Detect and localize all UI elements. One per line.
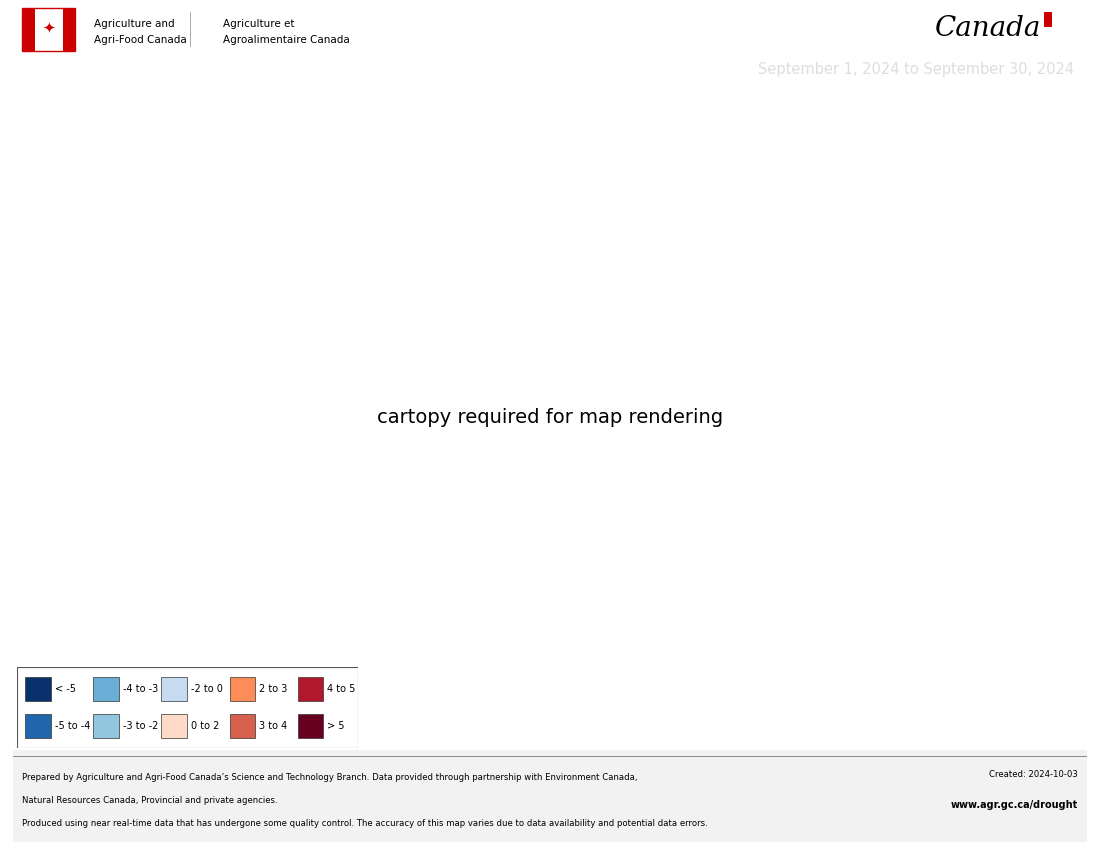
Text: 0 to 2: 0 to 2: [191, 721, 220, 731]
Text: ✦: ✦: [1053, 19, 1058, 25]
Text: Agri-Food Canada: Agri-Food Canada: [94, 35, 187, 45]
Bar: [25, 714, 51, 739]
Text: Produced using near real-time data that has undergone some quality control. The : Produced using near real-time data that …: [22, 819, 707, 828]
Text: Created: 2024-10-03: Created: 2024-10-03: [990, 770, 1078, 779]
Bar: [22, 8, 35, 51]
Text: Natural Resources Canada, Provincial and private agencies.: Natural Resources Canada, Provincial and…: [22, 796, 277, 805]
Bar: [298, 677, 323, 701]
Text: -2 to 0: -2 to 0: [191, 684, 223, 694]
Text: cartopy required for map rendering: cartopy required for map rendering: [377, 408, 723, 427]
Text: -3 to -2: -3 to -2: [123, 721, 158, 731]
Text: Mean Temperature Difference From Normal: Mean Temperature Difference From Normal: [26, 60, 570, 79]
Bar: [22, 8, 76, 51]
Text: Agroalimentaire Canada: Agroalimentaire Canada: [222, 35, 350, 45]
Text: Agriculture et: Agriculture et: [222, 19, 294, 29]
Text: ✦: ✦: [42, 21, 55, 36]
Text: < -5: < -5: [55, 684, 76, 694]
Bar: [230, 677, 255, 701]
Bar: [1044, 13, 1053, 27]
Text: September 1, 2024 to September 30, 2024: September 1, 2024 to September 30, 2024: [758, 62, 1074, 76]
Text: -4 to -3: -4 to -3: [123, 684, 158, 694]
Bar: [63, 8, 76, 51]
Text: Prepared by Agriculture and Agri-Food Canada’s Science and Technology Branch. Da: Prepared by Agriculture and Agri-Food Ca…: [22, 773, 637, 782]
Bar: [162, 677, 187, 701]
Text: www.agr.gc.ca/drought: www.agr.gc.ca/drought: [952, 800, 1078, 810]
Text: 3 to 4: 3 to 4: [260, 721, 287, 731]
Text: -5 to -4: -5 to -4: [55, 721, 90, 731]
Bar: [25, 677, 51, 701]
Bar: [298, 714, 323, 739]
Text: 4 to 5: 4 to 5: [328, 684, 356, 694]
Bar: [94, 714, 119, 739]
Text: > 5: > 5: [328, 721, 345, 731]
Bar: [230, 714, 255, 739]
Bar: [162, 714, 187, 739]
Text: Canada: Canada: [935, 14, 1042, 42]
Bar: [94, 677, 119, 701]
Text: 2 to 3: 2 to 3: [260, 684, 288, 694]
Text: Agriculture and: Agriculture and: [94, 19, 174, 29]
